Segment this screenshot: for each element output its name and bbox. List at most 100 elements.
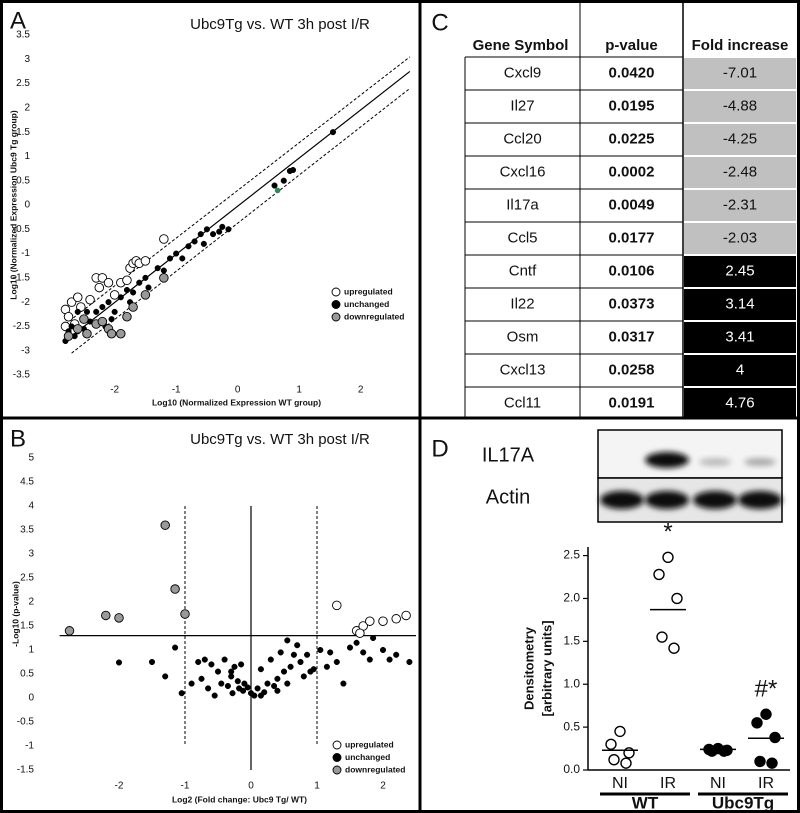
legend-label: upregulated bbox=[344, 286, 393, 296]
x-tick-label: -2 bbox=[115, 781, 124, 792]
y-tick-label: 0.5 bbox=[563, 719, 580, 733]
chart-title: Ubc9Tg vs. WT 3h post I/R bbox=[190, 16, 370, 33]
data-point bbox=[208, 661, 215, 668]
data-point bbox=[393, 651, 400, 658]
data-point bbox=[83, 308, 91, 315]
data-point bbox=[94, 282, 105, 293]
data-point bbox=[128, 302, 138, 312]
legend-label: unchanged bbox=[344, 299, 389, 309]
data-point bbox=[332, 600, 342, 611]
y-axis-label: -Log10 (p-value) bbox=[10, 581, 20, 647]
table-cell-fill bbox=[684, 289, 796, 320]
data-point bbox=[122, 311, 132, 322]
data-point bbox=[159, 234, 169, 244]
data-point bbox=[85, 294, 95, 305]
table-cell-fill bbox=[684, 157, 796, 188]
data-point bbox=[254, 685, 261, 692]
data-point bbox=[72, 324, 83, 334]
legend-marker bbox=[332, 765, 342, 775]
data-point bbox=[310, 666, 317, 673]
table-cell: Cxcl9 bbox=[504, 64, 542, 81]
x-tick-label: IR bbox=[758, 775, 774, 792]
data-point bbox=[280, 177, 287, 184]
data-point bbox=[140, 290, 151, 300]
data-point bbox=[287, 663, 294, 670]
table-cell: 0.0258 bbox=[609, 361, 655, 378]
legend-label: upregulated bbox=[345, 739, 394, 749]
table-cell: -2.03 bbox=[723, 229, 757, 246]
blot-band bbox=[600, 491, 644, 509]
y-tick-label: 1 bbox=[28, 645, 34, 656]
data-point bbox=[240, 687, 247, 694]
data-point bbox=[188, 680, 195, 687]
x-tick-label: 0 bbox=[235, 385, 241, 396]
data-point bbox=[219, 223, 226, 230]
data-point bbox=[173, 250, 180, 257]
legend-label: downregulated bbox=[345, 764, 405, 774]
data-point bbox=[200, 240, 207, 247]
data-point bbox=[251, 692, 258, 699]
table-cell-fill bbox=[684, 322, 796, 353]
data-point bbox=[115, 659, 123, 666]
y-tick-label: 0 bbox=[24, 200, 30, 211]
legend-label: unchanged bbox=[345, 752, 390, 762]
blot-band bbox=[738, 491, 782, 509]
y-tick-label: -1.5 bbox=[17, 765, 35, 776]
data-point bbox=[105, 299, 112, 306]
data-point bbox=[769, 731, 781, 744]
data-point bbox=[178, 690, 185, 697]
data-point bbox=[329, 129, 337, 136]
y-tick-label: 5 bbox=[28, 453, 34, 464]
data-point bbox=[760, 708, 772, 720]
table-cell: -2.48 bbox=[723, 163, 757, 180]
table-cell-fill bbox=[684, 58, 796, 89]
data-point bbox=[323, 663, 330, 670]
data-point bbox=[170, 584, 180, 594]
data-point bbox=[221, 656, 228, 663]
table-cell: Cxcl13 bbox=[500, 361, 546, 378]
table-cell-fill bbox=[684, 256, 796, 287]
y-tick-label: 2 bbox=[24, 102, 30, 113]
data-point bbox=[274, 687, 281, 694]
table-cell: 0.0049 bbox=[609, 196, 655, 213]
blot-band bbox=[645, 452, 689, 468]
data-point bbox=[197, 231, 204, 238]
data-point bbox=[185, 243, 192, 250]
data-point bbox=[103, 277, 114, 288]
data-point bbox=[271, 182, 278, 189]
data-point bbox=[106, 328, 117, 339]
data-point bbox=[154, 265, 161, 272]
table-cell: Cxcl16 bbox=[500, 163, 546, 180]
data-point bbox=[109, 290, 120, 300]
table-cell: 4 bbox=[736, 361, 744, 378]
y-tick-label: -1 bbox=[25, 741, 34, 752]
data-point bbox=[82, 328, 92, 339]
data-point bbox=[264, 680, 271, 687]
panel-letter: D bbox=[431, 435, 448, 462]
data-point bbox=[99, 303, 106, 311]
table-cell: 3.14 bbox=[725, 295, 754, 312]
x-axis-label: Log10 (Normalized Expression WT group) bbox=[152, 397, 321, 407]
panels: A Ubc9Tg vs. WT 3h post I/R -3.5 -3 -2.5 -2 -1… bbox=[8, 0, 796, 812]
data-point bbox=[353, 639, 360, 646]
data-point bbox=[656, 631, 668, 643]
data-point bbox=[754, 755, 766, 768]
data-point bbox=[114, 613, 124, 623]
data-point bbox=[304, 651, 311, 658]
group-label: Ubc9Tg bbox=[712, 793, 774, 812]
data-point bbox=[718, 745, 730, 757]
y-tick-label: 0.5 bbox=[16, 175, 30, 186]
data-point bbox=[179, 255, 186, 262]
data-point bbox=[136, 279, 143, 286]
table-cell: 0.0191 bbox=[609, 394, 655, 411]
data-point bbox=[340, 680, 347, 687]
legend-marker bbox=[331, 300, 341, 309]
data-point bbox=[280, 668, 288, 675]
table-cell: Osm bbox=[507, 328, 539, 345]
data-point bbox=[662, 551, 674, 563]
table-cell-fill bbox=[684, 388, 796, 419]
blot-band bbox=[693, 491, 737, 509]
x-tick-label: 1 bbox=[314, 781, 320, 792]
